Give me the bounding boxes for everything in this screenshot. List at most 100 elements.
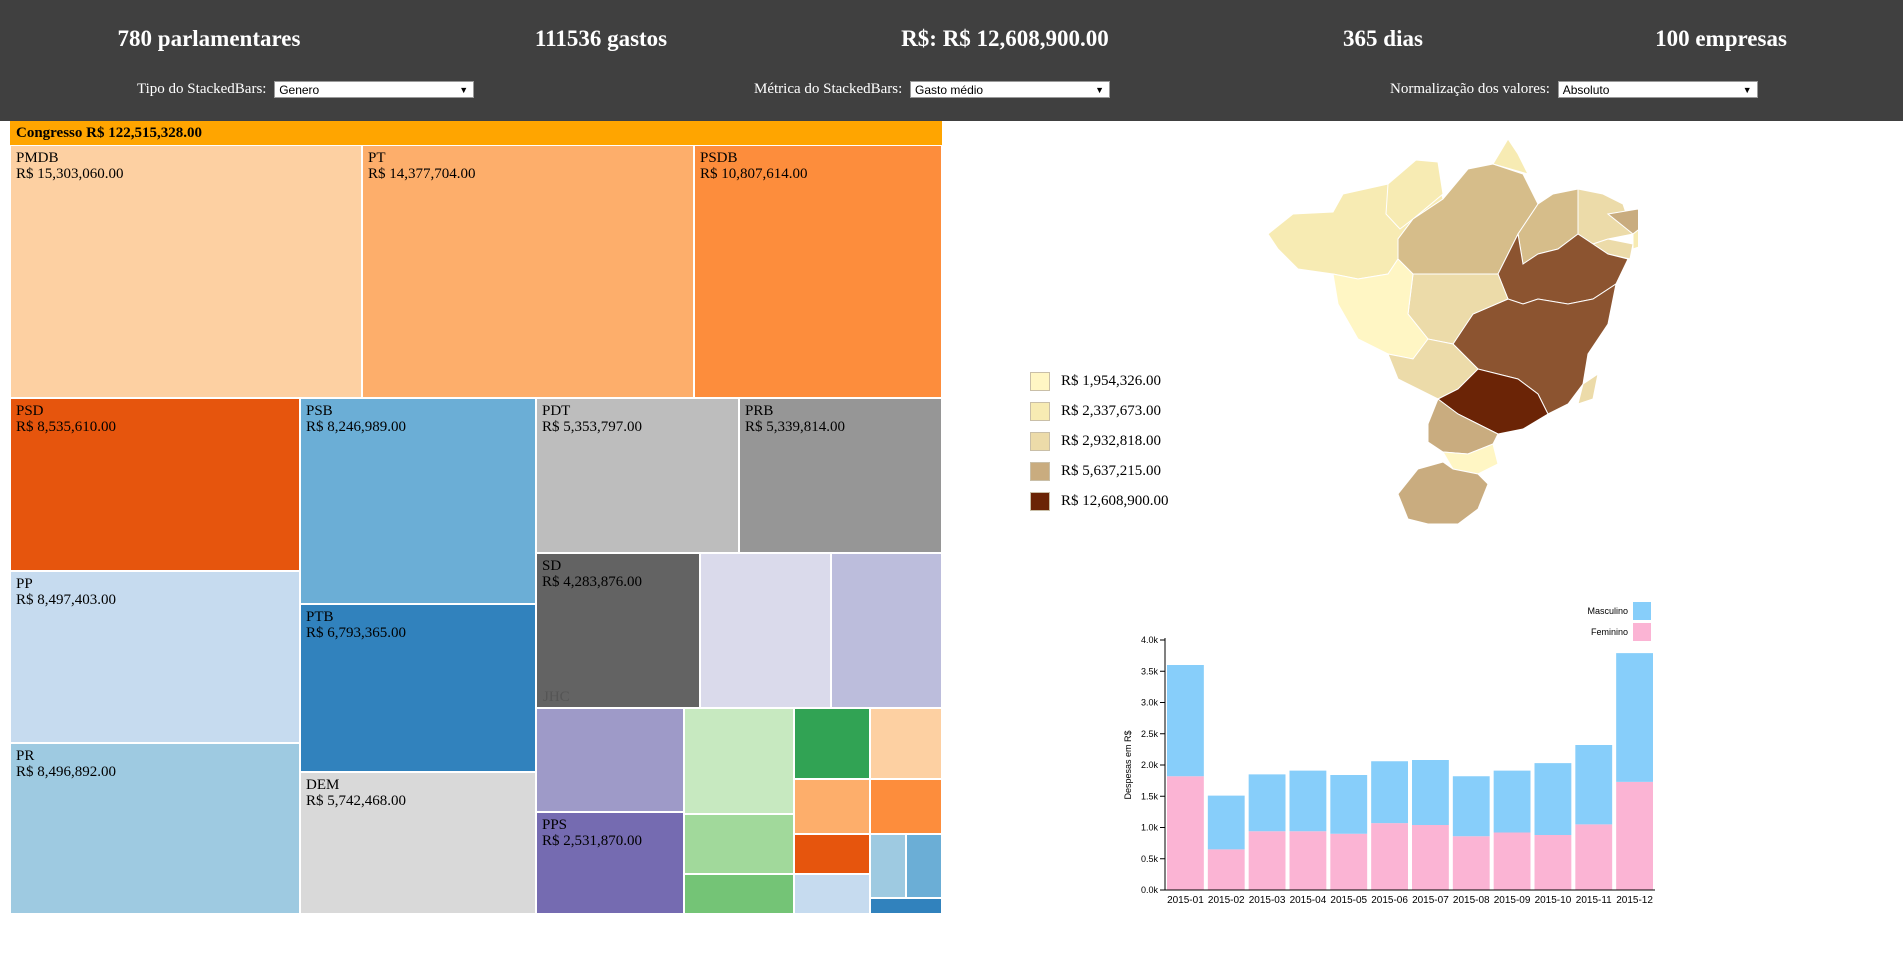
treemap-cell-pmdb[interactable]: PMDB R$ 15,303,060.00 <box>10 145 362 398</box>
treemap-cell-psd[interactable]: PSD R$ 8,535,610.00 <box>10 398 300 571</box>
map-legend-label: R$ 5,637,215.00 <box>1061 463 1162 479</box>
map-legend-swatch <box>1030 432 1050 451</box>
bar-segment-feminino[interactable] <box>1575 824 1613 890</box>
map-legend-swatch <box>1030 372 1050 391</box>
bar-segment-masculino[interactable] <box>1371 761 1408 824</box>
treemap-party-value: R$ 14,377,704.00 <box>368 166 476 182</box>
treemap-party-value: R$ 4,283,876.00 <box>542 574 643 590</box>
bar-segment-masculino[interactable] <box>1207 795 1245 850</box>
stackedbars-metric-control: Métrica do StackedBars: Gasto médio ▼ <box>754 81 1111 99</box>
stackedbars-type-value: Genero <box>279 83 320 98</box>
map-state-region[interactable] <box>1385 159 1444 230</box>
treemap-cell-small[interactable] <box>684 708 794 814</box>
bar-segment-feminino[interactable] <box>1207 849 1245 890</box>
treemap-party-value: R$ 8,496,892.00 <box>16 764 117 780</box>
bar-segment-feminino[interactable] <box>1452 836 1490 890</box>
bar-segment-masculino[interactable] <box>1575 745 1613 825</box>
map-state-region[interactable] <box>1427 398 1499 455</box>
bar-segment-masculino[interactable] <box>1248 774 1286 832</box>
treemap-party-name: PSDB <box>700 150 738 166</box>
treemap-root-label[interactable]: Congresso R$ 122,515,328.00 <box>10 121 942 145</box>
treemap-cell-sd[interactable]: SD R$ 4,283,876.00 JHC <box>536 553 700 708</box>
stat-parlamentares: 780 parlamentares <box>117 26 301 51</box>
bar-segment-feminino[interactable] <box>1493 832 1531 891</box>
x-tick-label: 2015-06 <box>1371 895 1408 906</box>
bar-segment-masculino[interactable] <box>1534 763 1572 835</box>
stackedbars-type-select[interactable]: Genero ▼ <box>274 81 475 99</box>
treemap-party-value: R$ 6,793,365.00 <box>306 625 407 641</box>
treemap-cell-small[interactable] <box>794 834 870 874</box>
treemap-cell-pp[interactable]: PP R$ 8,497,403.00 <box>10 571 300 743</box>
treemap-cell-small[interactable] <box>870 834 906 898</box>
x-tick-label: 2015-07 <box>1412 895 1449 906</box>
treemap-cell-psdb[interactable]: PSDB R$ 10,807,614.00 <box>694 145 942 398</box>
treemap-cell-pt[interactable]: PT R$ 14,377,704.00 <box>362 145 694 398</box>
stat-empresas: 100 empresas <box>1655 26 1787 51</box>
treemap-cell-small[interactable] <box>684 814 794 874</box>
bar-segment-masculino[interactable] <box>1412 760 1449 825</box>
treemap-cell-dem[interactable]: DEM R$ 5,742,468.00 <box>300 772 536 914</box>
treemap-party-name: PSD <box>16 403 44 419</box>
treemap-party-value: R$ 5,742,468.00 <box>306 793 407 809</box>
bar-segment-feminino[interactable] <box>1330 833 1368 890</box>
treemap-cell-small[interactable] <box>870 708 942 779</box>
treemap-party-value: R$ 15,303,060.00 <box>16 166 124 182</box>
bar-segment-feminino[interactable] <box>1371 823 1408 890</box>
map-legend-label: R$ 2,337,673.00 <box>1061 403 1162 419</box>
treemap-cell-pr[interactable]: PR R$ 8,496,892.00 <box>10 743 300 914</box>
bar-segment-feminino[interactable] <box>1248 831 1286 890</box>
stackedbars-metric-select[interactable]: Gasto médio ▼ <box>910 81 1111 99</box>
treemap-cell-small[interactable] <box>536 708 684 812</box>
treemap-cell-small[interactable] <box>700 553 831 708</box>
bar-segment-feminino[interactable] <box>1167 776 1204 890</box>
map-state-region[interactable] <box>1577 372 1599 405</box>
bar-segment-masculino[interactable] <box>1330 775 1368 834</box>
stackedbars-type-control: Tipo do StackedBars: Genero ▼ <box>137 81 475 99</box>
y-tick-label: 2.0k <box>1141 760 1159 770</box>
treemap-cell-pps[interactable]: PPS R$ 2,531,870.00 <box>536 812 684 914</box>
treemap-cell-prb[interactable]: PRB R$ 5,339,814.00 <box>739 398 942 553</box>
normalization-label: Normalização dos valores: <box>1390 81 1550 97</box>
x-tick-label: 2015-02 <box>1208 895 1245 906</box>
bar-segment-feminino[interactable] <box>1534 835 1572 890</box>
bar-segment-feminino[interactable] <box>1616 781 1653 890</box>
dropdown-arrow-icon: ▼ <box>1095 85 1105 96</box>
treemap-cell-ptb[interactable]: PTB R$ 6,793,365.00 <box>300 604 536 772</box>
treemap-cell-psb[interactable]: PSB R$ 8,246,989.00 <box>300 398 536 604</box>
map-state-region[interactable] <box>1332 258 1429 360</box>
stackedbars-metric-label: Métrica do StackedBars: <box>754 81 903 97</box>
map-legend-label: R$ 2,932,818.00 <box>1061 433 1162 449</box>
header-bar: 780 parlamentares 111536 gastos R$: R$ 1… <box>0 0 1903 121</box>
map-legend-swatch <box>1030 492 1050 511</box>
map-state-region[interactable] <box>1606 208 1638 235</box>
bar-segment-masculino[interactable] <box>1167 665 1204 777</box>
treemap-cell-small[interactable] <box>831 553 942 708</box>
map-state-region[interactable] <box>1492 138 1529 175</box>
map-state-region[interactable] <box>1397 461 1489 524</box>
treemap-cell-small[interactable] <box>794 708 870 779</box>
y-tick-label: 0.5k <box>1141 854 1159 864</box>
treemap-cell-small[interactable] <box>794 874 870 914</box>
treemap-party-name: PTB <box>306 609 334 625</box>
treemap-cell-small[interactable] <box>794 779 870 834</box>
x-tick-label: 2015-05 <box>1330 895 1367 906</box>
dropdown-arrow-icon: ▼ <box>459 85 469 96</box>
bar-segment-feminino[interactable] <box>1289 831 1327 890</box>
treemap-cell-small[interactable] <box>684 874 794 914</box>
bar-segment-masculino[interactable] <box>1616 653 1653 782</box>
normalization-select[interactable]: Absoluto ▼ <box>1557 81 1758 99</box>
normalization-value: Absoluto <box>1562 83 1610 98</box>
treemap-cell-small[interactable] <box>870 779 942 834</box>
treemap-cell-small[interactable] <box>906 834 942 898</box>
x-tick-label: 2015-11 <box>1576 895 1612 906</box>
treemap-cell-pdt[interactable]: PDT R$ 5,353,797.00 <box>536 398 739 553</box>
bar-segment-feminino[interactable] <box>1412 825 1449 890</box>
bar-segment-masculino[interactable] <box>1289 770 1327 832</box>
treemap-party-value: R$ 2,531,870.00 <box>542 833 643 849</box>
x-tick-label: 2015-12 <box>1616 895 1653 906</box>
bar-segment-masculino[interactable] <box>1452 776 1490 837</box>
treemap-party-name: PT <box>368 150 386 166</box>
treemap-party-name: DEM <box>306 777 340 793</box>
treemap-cell-small[interactable] <box>870 898 942 914</box>
bar-segment-masculino[interactable] <box>1493 770 1531 833</box>
